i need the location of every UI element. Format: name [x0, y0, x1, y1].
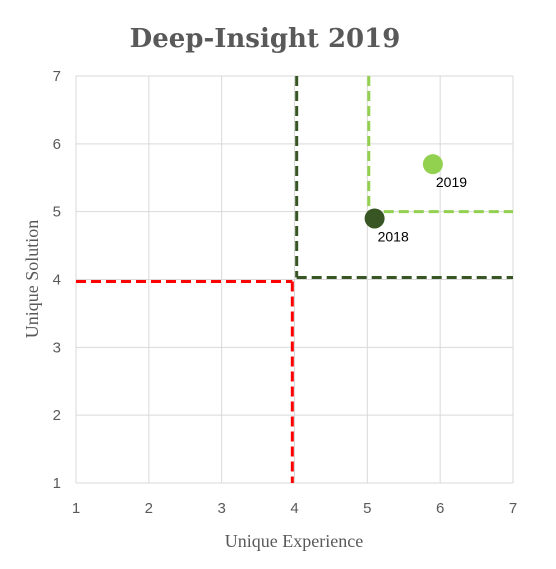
y-tick-label: 6	[53, 136, 61, 153]
y-tick-label: 7	[53, 68, 61, 85]
y-tick-label: 2	[53, 407, 61, 424]
x-axis-ticks: 1 2 3 4 5 6 7	[72, 500, 517, 517]
y-tick-label: 1	[53, 475, 61, 492]
x-axis-label: Unique Experience	[225, 531, 363, 551]
data-point	[422, 154, 443, 175]
grid	[75, 75, 514, 484]
y-axis-label: Unique Solution	[22, 220, 42, 339]
x-tick-label: 7	[509, 500, 517, 517]
y-tick-label: 5	[53, 204, 61, 221]
x-tick-label: 2	[145, 500, 153, 517]
x-tick-label: 5	[363, 500, 371, 517]
x-tick-label: 3	[217, 500, 225, 517]
x-tick-label: 1	[72, 500, 80, 517]
data-point-label: 2018	[378, 228, 409, 244]
x-tick-label: 4	[290, 500, 298, 517]
data-point	[364, 208, 385, 229]
y-tick-label: 4	[53, 272, 61, 289]
chart-title: Deep-Insight 2019	[130, 24, 401, 54]
y-axis-ticks: 1 2 3 4 5 6 7	[53, 68, 61, 492]
threshold-lines	[76, 76, 513, 483]
data-point-label: 2019	[436, 174, 467, 190]
x-tick-label: 6	[436, 500, 444, 517]
data-points: 2018 2019	[364, 154, 467, 244]
y-tick-label: 3	[53, 339, 61, 356]
